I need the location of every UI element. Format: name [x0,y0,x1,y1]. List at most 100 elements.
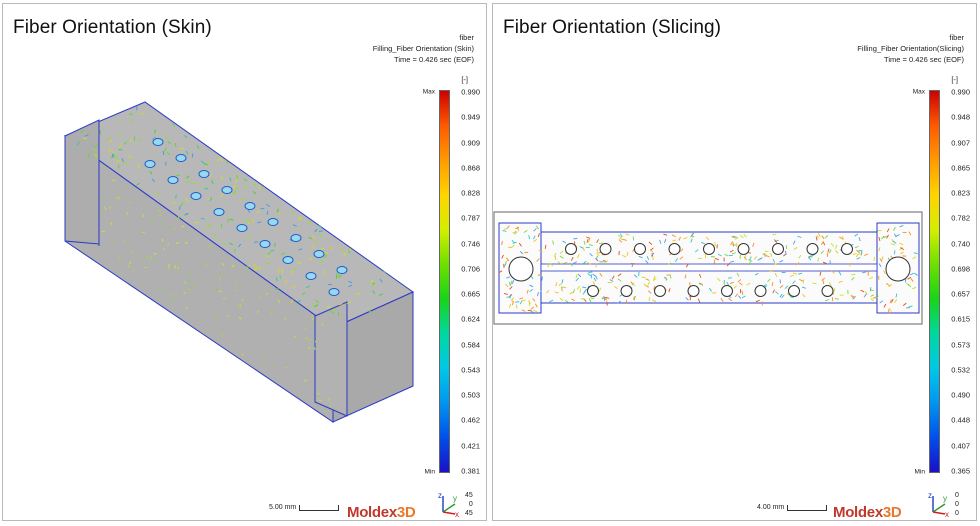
hole-marker [152,138,164,146]
hole-marker [236,224,248,232]
hole-marker [821,285,834,297]
colorbar-tick-label: 0.828 [461,188,480,198]
svg-text:z: z [928,491,932,500]
result-info: fiber Filling_Fiber Orientation (Skin) T… [373,32,474,65]
svg-text:x: x [455,510,459,518]
hole-marker [167,176,179,184]
colorbar [439,90,450,473]
hole-marker [144,160,156,168]
hole-marker [687,285,700,297]
colorbar-tick-label: 0.448 [951,415,970,425]
colorbar-min-label: Min [424,468,435,476]
colorbar-tick-label: 0.746 [461,239,480,249]
result-name: Filling_Fiber Orientation(Slicing) [857,44,964,53]
svg-text:z: z [438,491,442,500]
hole-marker [305,272,317,280]
colorbar-tick-label: 0.407 [951,441,970,451]
hole-marker [668,243,681,255]
colorbar-max-label: Max [422,88,435,96]
panel-title: Fiber Orientation (Slicing) [503,17,722,38]
hole-marker [221,186,233,194]
hole-marker [290,234,302,242]
result-time: Time = 0.426 sec (EOF) [394,55,474,64]
hole-marker [565,243,577,255]
colorbar-tick-label: 0.490 [951,390,970,400]
fiber-orientation-slicing-panel: Fiber Orientation (Slicing) fiber Fillin… [492,3,977,521]
colorbar-tick-label: 0.532 [951,365,970,375]
colorbar-tick-label: 0.657 [951,289,970,299]
hole-marker [737,243,750,255]
hole-marker [806,243,819,255]
result-name: Filling_Fiber Orientation (Skin) [372,44,474,53]
colorbar-tick-label: 0.584 [461,340,480,350]
hole-marker [754,285,767,297]
hole-marker [190,192,202,200]
scale-bar-line [787,505,828,511]
result-info: fiber Filling_Fiber Orientation(Slicing)… [857,32,964,65]
colorbar-tick-label: 0.948 [951,112,970,122]
colorbar-tick-label: 0.624 [461,314,480,324]
skin-3d-model-view[interactable] [3,4,487,521]
colorbar-ticks: 0.990 0.948 0.907 0.865 0.823 0.782 0.740 0.698… [942,87,970,476]
svg-text:y: y [453,494,457,503]
scale-bar: 4.00 mm [757,504,828,511]
hole-marker [328,288,340,296]
colorbar-tick-label: 0.990 [461,87,480,97]
hole-marker [721,285,733,297]
axis-triad-icon: z y x [928,491,949,518]
colorbar-tick-label: 0.503 [461,390,480,400]
hole-marker [175,154,187,162]
hole-marker [620,285,633,297]
hole-marker [587,285,599,297]
axis-triad-icon: z y x [438,491,459,518]
colorbar-tick-label: 0.706 [461,264,480,274]
hole-marker [244,202,256,210]
colorbar-tick-label: 0.909 [461,138,480,148]
colorbar-tick-label: 0.381 [461,466,480,476]
moldex3d-logo: Moldex3D [347,504,416,521]
hole-marker [599,243,612,255]
colorbar-tick-label: 0.949 [461,112,480,122]
hole-marker [313,250,325,258]
hole-marker [198,170,210,178]
colorbar-tick-label: 0.698 [951,264,970,274]
scale-bar: 5.00 mm [269,504,340,511]
hole-marker [267,218,279,226]
colorbar-tick-label: 0.823 [951,188,970,198]
colorbar-tick-label: 0.740 [951,239,970,249]
colorbar-tick-label: 0.543 [461,365,480,375]
colorbar-tick-label: 0.787 [461,213,480,223]
hole-marker [841,243,853,255]
hole-marker [508,256,534,282]
hole-marker [703,243,715,255]
scale-label: 5.00 mm [269,504,297,511]
hole-marker [772,243,784,255]
colorbar-unit: [-] [461,75,468,84]
colorbar-tick-label: 0.990 [951,87,970,97]
colorbar-tick-label: 0.865 [951,163,970,173]
result-type: fiber [949,33,964,42]
colorbar-max-label: Max [912,88,925,96]
hole-marker [885,256,911,282]
hole-marker [634,243,646,255]
colorbar-tick-label: 0.665 [461,289,480,299]
colorbar-tick-label: 0.782 [951,213,970,223]
panel-title: Fiber Orientation (Skin) [13,17,212,38]
slice-model-view[interactable] [493,4,977,521]
svg-text:y: y [943,494,947,503]
fiber-orientation-skin-panel: Fiber Orientation (Skin) fiber Filling_F… [2,3,487,521]
hole-marker [259,240,271,248]
hole-marker [213,208,225,216]
result-time: Time = 0.426 sec (EOF) [884,55,964,64]
result-type: fiber [459,33,474,42]
colorbar-tick-label: 0.907 [951,138,970,148]
hole-marker [336,266,348,274]
hole-marker [282,256,294,264]
colorbar-tick-label: 0.615 [951,314,970,324]
colorbar-tick-label: 0.462 [461,415,480,425]
colorbar-ticks: 0.990 0.949 0.909 0.868 0.828 0.787 0.746 0.706… [452,87,480,476]
colorbar-unit: [-] [951,75,958,84]
hole-marker [654,285,666,297]
colorbar-min-label: Min [914,468,925,476]
colorbar-tick-label: 0.365 [951,466,970,476]
